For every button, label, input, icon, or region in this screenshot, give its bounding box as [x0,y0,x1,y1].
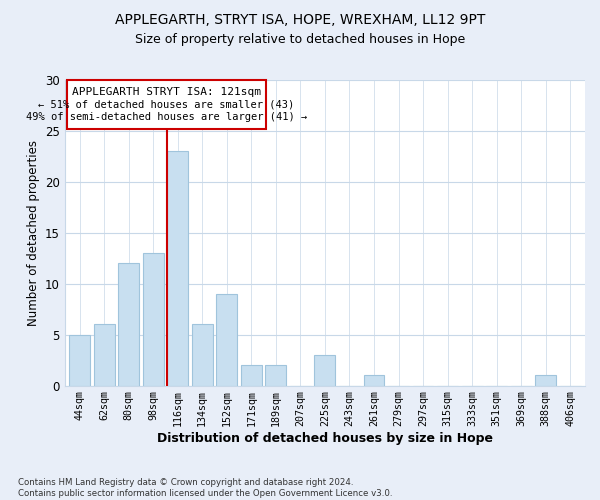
Bar [167,152,188,386]
Text: Size of property relative to detached houses in Hope: Size of property relative to detached ho… [135,32,465,46]
Bar [364,376,385,386]
Bar [69,334,90,386]
Bar [217,294,237,386]
Bar [241,365,262,386]
Text: 49% of semi-detached houses are larger (41) →: 49% of semi-detached houses are larger (… [26,112,307,122]
Bar [143,253,164,386]
Bar [192,324,212,386]
Bar [535,376,556,386]
Bar [94,324,115,386]
Bar [314,355,335,386]
X-axis label: Distribution of detached houses by size in Hope: Distribution of detached houses by size … [157,432,493,445]
Text: APPLEGARTH STRYT ISA: 121sqm: APPLEGARTH STRYT ISA: 121sqm [72,87,261,97]
Text: ← 51% of detached houses are smaller (43): ← 51% of detached houses are smaller (43… [38,100,295,110]
Y-axis label: Number of detached properties: Number of detached properties [26,140,40,326]
Bar [265,365,286,386]
Text: Contains HM Land Registry data © Crown copyright and database right 2024.
Contai: Contains HM Land Registry data © Crown c… [18,478,392,498]
Text: APPLEGARTH, STRYT ISA, HOPE, WREXHAM, LL12 9PT: APPLEGARTH, STRYT ISA, HOPE, WREXHAM, LL… [115,12,485,26]
FancyBboxPatch shape [67,80,266,129]
Bar [118,264,139,386]
